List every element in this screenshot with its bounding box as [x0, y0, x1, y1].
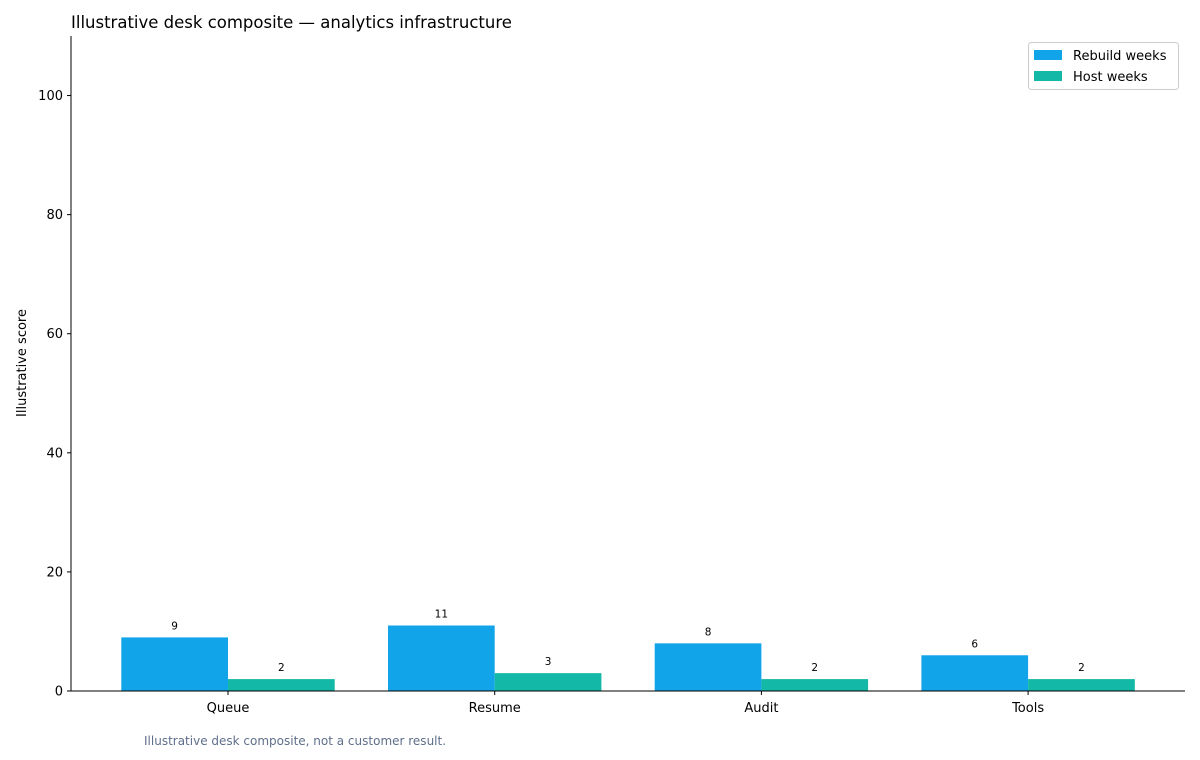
- bars-group: 9 2 11 3 8 2 6 2: [121, 609, 1135, 691]
- x-axis-ticks: Queue Resume Audit Tools: [207, 691, 1044, 716]
- bar-host-weeks: [1028, 679, 1135, 691]
- bar-rebuild-weeks: [388, 625, 495, 691]
- legend-label: Rebuild weeks: [1073, 49, 1167, 64]
- y-axis-ticks: 0 20 40 60 80 100: [38, 89, 71, 700]
- footnote: Illustrative desk composite, not a custo…: [144, 734, 446, 748]
- legend-swatch: [1034, 50, 1062, 60]
- bar-value-label: 3: [545, 656, 552, 668]
- y-axis-label: Illustrative score: [15, 309, 30, 417]
- legend: Rebuild weeks Host weeks: [1028, 42, 1179, 90]
- x-tick-label: Resume: [469, 701, 521, 716]
- y-tick-label: 80: [46, 208, 63, 223]
- x-tick-label: Tools: [1011, 701, 1044, 716]
- chart-title: Illustrative desk composite — analytics …: [71, 13, 512, 32]
- bar-value-label: 2: [811, 662, 818, 674]
- bar-value-label: 8: [705, 626, 712, 638]
- bar-value-label: 2: [1078, 662, 1085, 674]
- y-tick-label: 20: [46, 565, 63, 580]
- x-tick-label: Queue: [207, 701, 250, 716]
- bar-value-label: 9: [171, 620, 178, 632]
- legend-label: Host weeks: [1073, 70, 1148, 85]
- y-tick-label: 0: [55, 685, 63, 700]
- y-tick-label: 100: [38, 89, 63, 104]
- bar-rebuild-weeks: [121, 637, 228, 691]
- bar-value-label: 6: [971, 638, 978, 650]
- bar-value-label: 11: [435, 609, 448, 621]
- bar-rebuild-weeks: [654, 643, 762, 691]
- legend-swatch: [1034, 71, 1062, 81]
- bar-value-label: 2: [278, 662, 285, 674]
- legend-box: [1028, 42, 1179, 90]
- bar-host-weeks: [494, 673, 602, 691]
- y-tick-label: 40: [46, 446, 63, 461]
- bar-host-weeks: [761, 679, 869, 691]
- bar-rebuild-weeks: [921, 655, 1029, 691]
- x-tick-label: Audit: [744, 701, 778, 716]
- y-tick-label: 60: [46, 327, 63, 342]
- bar-host-weeks: [228, 679, 335, 691]
